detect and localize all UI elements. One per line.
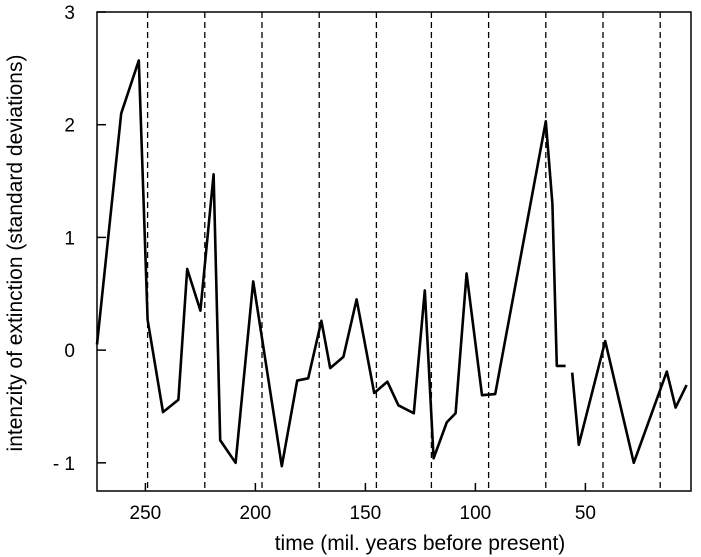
y-tick-label-1: 2 bbox=[64, 116, 75, 137]
y-tick-label-0: 3 bbox=[64, 3, 75, 24]
x-tick-label-0: 250 bbox=[130, 503, 162, 524]
x-axis-label: time (mil. years before present) bbox=[275, 532, 566, 555]
plot-frame bbox=[96, 11, 692, 492]
x-tick-label-1: 200 bbox=[240, 503, 272, 524]
series-0-segment-0 bbox=[95, 59, 566, 468]
x-tick-label-2: 150 bbox=[350, 503, 382, 524]
x-tick-label-4: 50 bbox=[575, 503, 596, 524]
series-layer bbox=[95, 59, 688, 468]
series-0-segment-1 bbox=[570, 339, 688, 465]
y-tick-label-2: 1 bbox=[64, 228, 75, 249]
axes-layer: 250 200 150 100 50 3 2 1 0 - 1 bbox=[53, 3, 596, 524]
y-axis-label: intenzity of extinction (standard deviat… bbox=[4, 55, 27, 452]
y-tick-label-4: - 1 bbox=[53, 454, 75, 475]
x-tick-label-3: 100 bbox=[460, 503, 492, 524]
y-tick-label-3: 0 bbox=[64, 341, 75, 362]
